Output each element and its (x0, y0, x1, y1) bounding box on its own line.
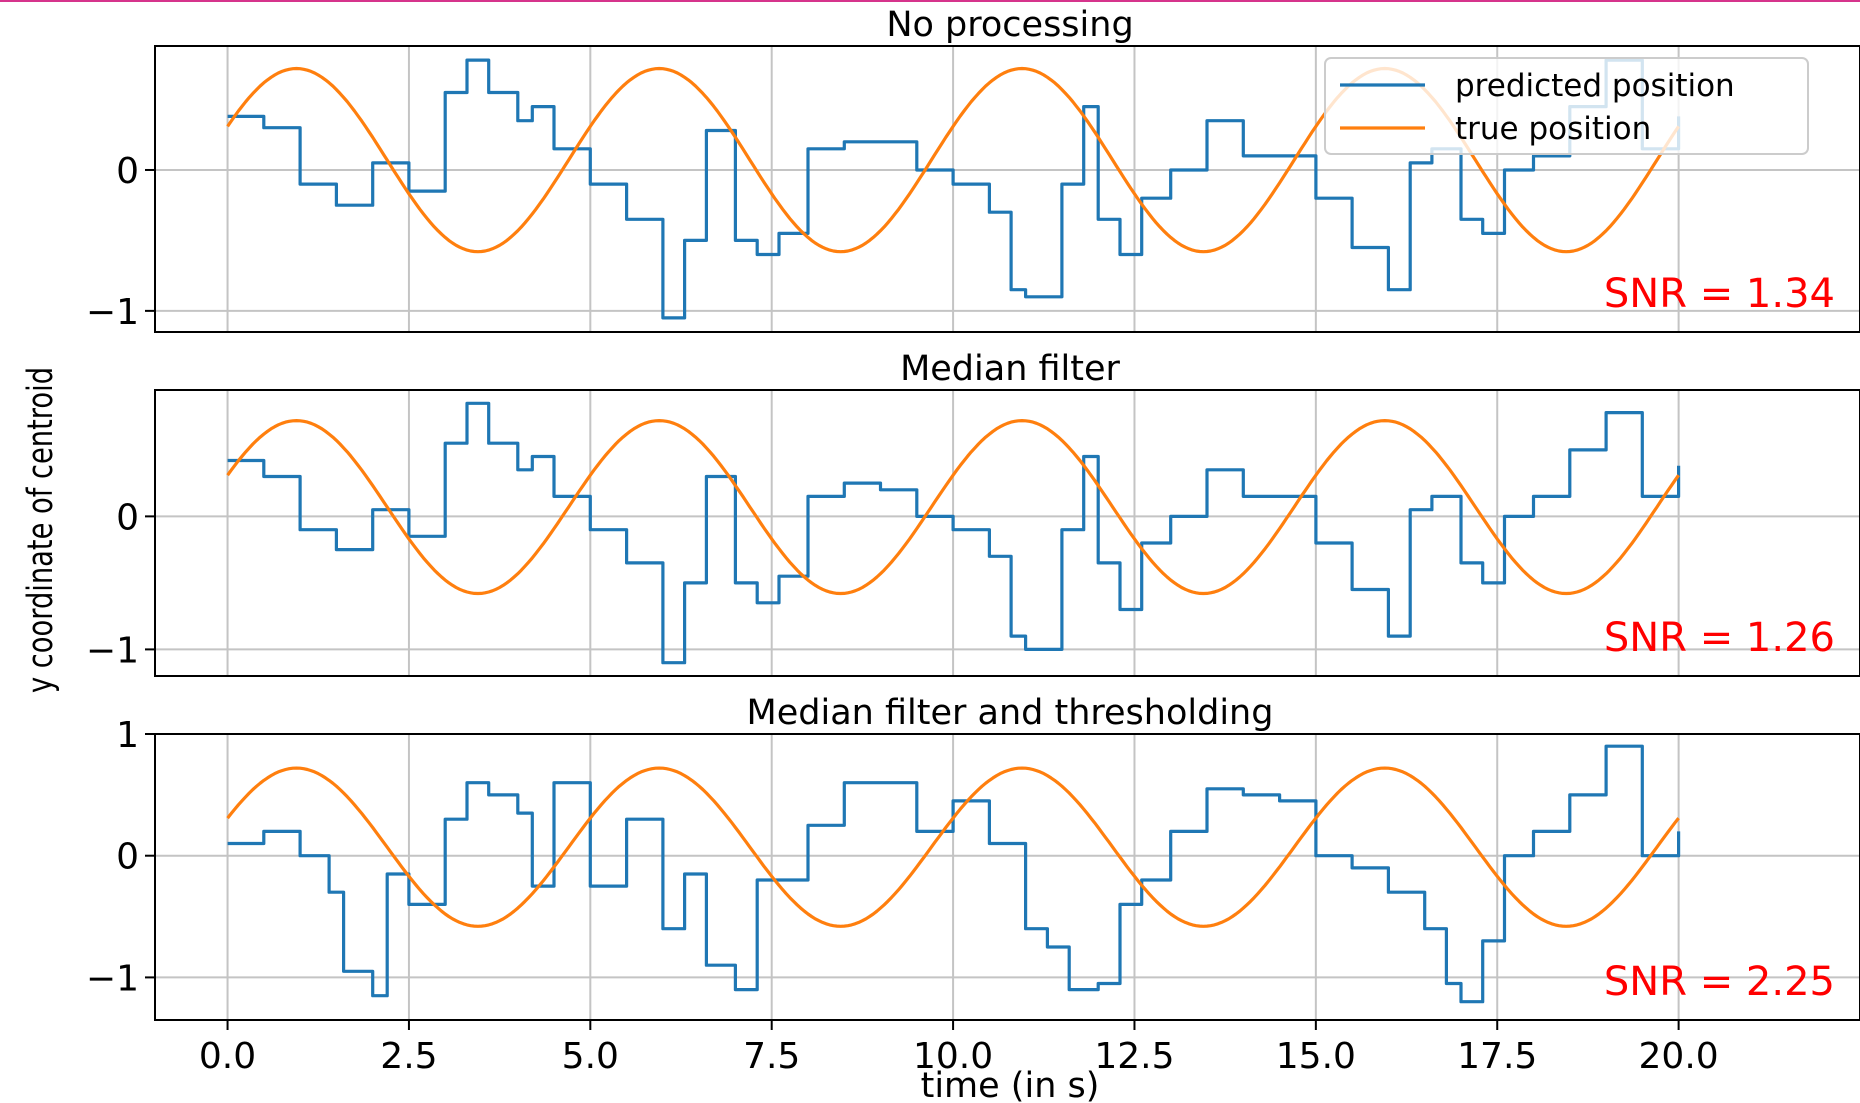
y-tick-label: 0 (116, 837, 139, 878)
snr-annotation: SNR = 1.26 (1604, 615, 1835, 661)
y-tick-label: −1 (86, 630, 139, 671)
panel-frame (154, 389, 1860, 677)
legend-box (1324, 57, 1809, 155)
x-tick-label: 5.0 (562, 1036, 619, 1077)
snr-annotation: SNR = 2.25 (1604, 959, 1835, 1005)
y-tick-label: −1 (86, 292, 139, 333)
top-border-rule (0, 0, 1860, 2)
panels-layer: 0 −1 No processing SNR = 1.34 predicted posi… (86, 5, 1860, 1077)
x-axis-label: time (in s) (921, 1066, 1100, 1103)
legend-label: true position (1455, 111, 1651, 147)
y-axis-label: y coordinate of centroid (21, 367, 61, 693)
panel-3: 1 0 −1 Median filter and thresholding SNR = … (86, 693, 1860, 1077)
x-tick-label: 15.0 (1276, 1036, 1356, 1077)
legend: predicted position true position (1324, 57, 1809, 155)
x-tick-label: 10.0 (913, 1036, 993, 1077)
y-tick-label: 1 (116, 715, 139, 756)
panel-frame (154, 45, 1860, 333)
panel-1: 0 −1 No processing SNR = 1.34 predicted posi… (86, 5, 1860, 333)
predicted-position-line (227, 744, 1681, 1004)
y-tick-label: 0 (116, 151, 139, 192)
x-tick-label: 2.5 (380, 1036, 437, 1077)
panel-title: Median filter and thresholding (747, 693, 1274, 733)
legend-label: predicted position (1455, 68, 1735, 104)
panel-title: No processing (886, 5, 1133, 45)
panel-title: Median filter (900, 349, 1120, 389)
x-tick-label: 20.0 (1639, 1036, 1719, 1077)
true-position-line (226, 766, 1680, 928)
x-tick-label: 12.5 (1094, 1036, 1174, 1077)
predicted-position-line (227, 401, 1681, 665)
x-tick-label: 7.5 (743, 1036, 800, 1077)
x-tick-label: 0.0 (199, 1036, 256, 1077)
panel-2: 0 −1 Median filter SNR = 1.26 (86, 349, 1860, 677)
panel-frame (154, 733, 1860, 1021)
true-position-line (226, 419, 1680, 596)
snr-annotation: SNR = 1.34 (1604, 271, 1835, 317)
x-tick-label: 17.5 (1457, 1036, 1537, 1077)
y-tick-label: 0 (116, 497, 139, 538)
y-tick-label: −1 (86, 958, 139, 999)
